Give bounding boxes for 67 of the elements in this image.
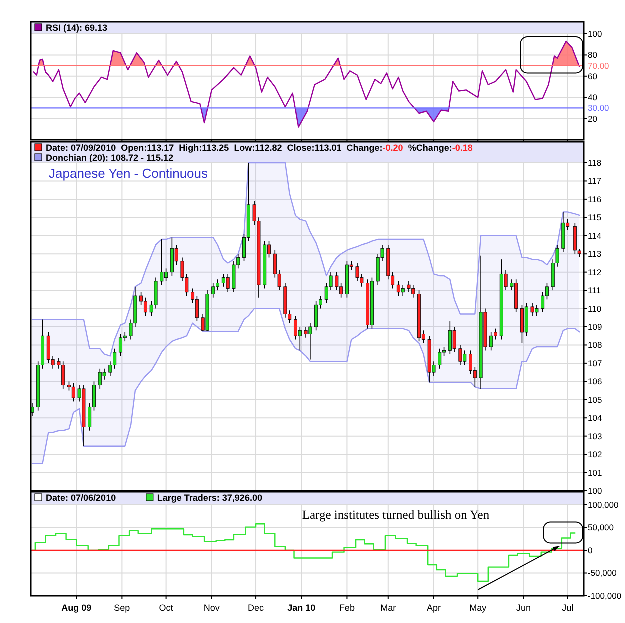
y-tick-label: 80	[588, 50, 598, 60]
y-tick-label: 107	[588, 358, 602, 368]
candlestick	[160, 239, 164, 286]
y-tick-label: 40	[588, 92, 598, 103]
y-tick-label: 110	[588, 304, 602, 314]
candlestick	[438, 348, 442, 370]
y-tick-label: -50,000	[588, 568, 618, 578]
x-tick-label: Jun	[516, 603, 531, 613]
line-series	[32, 162, 580, 357]
candlestick	[452, 326, 456, 353]
y-tick-label: 112	[588, 267, 602, 278]
y-tick-label: 114	[588, 230, 602, 241]
y-tick-label: 60	[588, 71, 598, 82]
y-tick-label: 100,000	[588, 500, 619, 510]
y-tick-label: 105	[588, 394, 602, 405]
x-tick-label: May	[470, 603, 488, 613]
y-tick-label: 113	[588, 249, 602, 260]
line-series	[32, 308, 580, 464]
y-tick-label: -100,000	[588, 590, 622, 601]
y-tick-label: 20	[588, 114, 598, 124]
candlestick	[314, 301, 318, 332]
y-tick-label: 100	[588, 28, 602, 39]
candlestick	[401, 284, 405, 296]
x-tick-label: Aug 09	[62, 603, 92, 613]
x-tick-label: Dec	[248, 603, 265, 613]
y-tick-label: 111	[588, 286, 602, 296]
candlestick	[232, 261, 236, 293]
x-tick-label: Nov	[204, 603, 220, 613]
y-tick-label: 116	[588, 194, 602, 204]
candlestick	[212, 282, 216, 298]
candlestick	[195, 296, 199, 322]
x-tick-label: Feb	[339, 603, 355, 613]
candlestick	[144, 297, 148, 316]
y-tick-label: 106	[588, 376, 602, 387]
legend-label: RSI (14): 69.13	[46, 23, 108, 33]
y-tick-label: 108	[588, 340, 602, 350]
text: Date: 07/06/2010	[46, 493, 116, 503]
candlestick	[72, 383, 76, 402]
legend-label: Donchian (20): 108.72 - 115.12	[46, 153, 174, 163]
text: Date: 07/09/2010 Open:113.17 High:113.25 Low:112.82 Close:113.01 Change:-0.20 %Change:-0.18	[46, 143, 473, 153]
annotation: Large institutes turned bullish on Yen	[302, 508, 490, 522]
x-tick-label: Mar	[380, 603, 396, 613]
legend-label: Large Traders: 37,926.00	[157, 493, 262, 503]
y-tick-label: 102	[588, 450, 602, 460]
x-tick-label: Jan 10	[288, 603, 316, 613]
y-tick-label: 50,000	[588, 522, 614, 533]
y-tick-label: 109	[588, 322, 602, 332]
x-tick-label: Jul	[562, 603, 574, 613]
y-tick-label: 104	[588, 413, 602, 424]
ref-line-label: 30.00	[588, 103, 610, 114]
x-tick-label: Oct	[159, 603, 174, 613]
candlestick	[335, 272, 339, 291]
y-tick-label: 103	[588, 431, 602, 442]
chart-title: Japanese Yen - Continuous	[49, 166, 209, 181]
line-series	[33, 40, 580, 128]
y-tick-label: 118	[588, 158, 602, 168]
x-tick-label: Sep	[114, 603, 130, 613]
candlestick	[226, 274, 230, 293]
ref-line-label: 70.00	[588, 60, 610, 71]
candlestick	[458, 344, 462, 366]
y-tick-label: 0	[588, 545, 593, 556]
candlestick	[490, 332, 494, 352]
y-tick-label: 101	[588, 468, 602, 478]
y-tick-label: 100	[588, 486, 602, 496]
y-tick-label: 115	[588, 212, 602, 223]
y-tick-label: 117	[588, 176, 602, 186]
x-tick-label: Apr	[426, 603, 441, 613]
